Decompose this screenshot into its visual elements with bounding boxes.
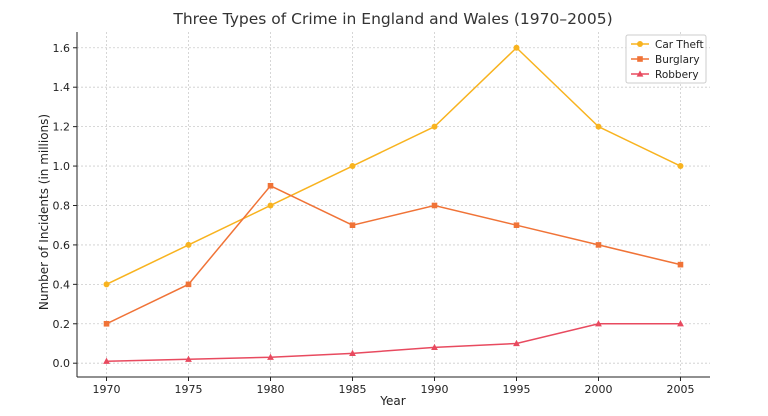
series-robbery xyxy=(103,320,684,364)
legend-box xyxy=(625,34,707,84)
x-tick-label: 1975 xyxy=(175,383,203,396)
legend-marker-robbery xyxy=(636,70,644,77)
data-point-robbery xyxy=(267,353,274,360)
series-line-robbery xyxy=(106,323,681,362)
x-tick-label: 1995 xyxy=(502,383,530,396)
y-tick-label: 1.2 xyxy=(53,121,71,134)
data-point-car-theft xyxy=(595,123,602,130)
data-point-robbery xyxy=(677,320,684,327)
data-point-robbery xyxy=(431,343,438,351)
data-point-car-theft xyxy=(513,44,520,51)
y-tick-label: 0.8 xyxy=(53,199,71,212)
x-tick-label: 2005 xyxy=(666,383,694,396)
series-group xyxy=(103,44,684,364)
data-point-robbery xyxy=(349,349,356,356)
y-tick-label: 0.4 xyxy=(53,278,71,291)
data-point-car-theft xyxy=(349,163,356,170)
legend-marker-burglary xyxy=(637,56,643,62)
legend: Car Theft Burglary Robbery xyxy=(625,34,707,84)
data-point-burglary xyxy=(513,222,520,228)
data-point-car-theft xyxy=(185,241,192,248)
x-tick-label: 1985 xyxy=(339,383,367,396)
data-point-burglary xyxy=(349,222,356,228)
x-tick-label: 1990 xyxy=(420,383,448,396)
data-point-burglary xyxy=(677,261,684,268)
data-point-burglary xyxy=(431,202,438,209)
y-axis-label: Number of Incidents (in millions) xyxy=(37,114,51,310)
data-point-robbery xyxy=(103,357,110,364)
axes xyxy=(73,32,710,381)
y-tick-label: 1.6 xyxy=(53,42,71,55)
y-tick-label: 0.2 xyxy=(53,318,71,331)
series-line-burglary xyxy=(106,184,681,325)
x-tick-label: 1970 xyxy=(93,383,121,396)
x-tick-label: 2000 xyxy=(584,383,612,396)
x-axis-label: Year xyxy=(379,394,405,408)
data-point-burglary xyxy=(103,320,110,327)
tick-labels: 1970 1975 1980 1985 1990 1995 2000 2005 0.0 0.2 0.… xyxy=(53,42,695,396)
data-point-robbery xyxy=(185,355,192,362)
data-point-robbery xyxy=(595,320,602,327)
legend-marker-car-theft xyxy=(637,41,643,47)
grid xyxy=(77,32,710,377)
chart-title: Three Types of Crime in England and Wale… xyxy=(172,10,612,28)
data-point-robbery xyxy=(513,339,520,347)
series-burglary xyxy=(103,182,684,327)
y-tick-label: 0.0 xyxy=(53,357,71,370)
y-tick-label: 1.4 xyxy=(53,81,71,94)
data-point-burglary xyxy=(595,242,602,248)
y-tick-label: 0.6 xyxy=(53,239,71,252)
legend-label-car-theft: Car Theft xyxy=(655,39,704,51)
series-car-theft xyxy=(103,44,684,288)
data-point-car-theft xyxy=(677,163,684,170)
data-point-car-theft xyxy=(431,123,438,130)
data-point-car-theft xyxy=(103,281,110,288)
data-point-burglary xyxy=(267,182,274,189)
legend-label-burglary: Burglary xyxy=(655,54,700,66)
y-tick-label: 1.0 xyxy=(53,160,71,173)
series-line-car-theft xyxy=(106,46,681,286)
data-point-burglary xyxy=(185,281,192,288)
legend-label-robbery: Robbery xyxy=(655,69,699,81)
x-tick-label: 1980 xyxy=(257,383,285,396)
data-point-car-theft xyxy=(267,202,274,209)
